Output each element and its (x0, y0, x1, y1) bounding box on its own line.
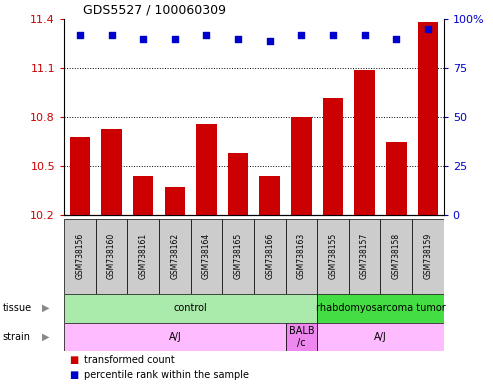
Text: GSM738163: GSM738163 (297, 233, 306, 280)
Bar (96, 219, 127, 294)
Bar (354, 70, 375, 215)
Text: rhabdomyosarcoma tumor: rhabdomyosarcoma tumor (316, 303, 445, 313)
Bar (317, 219, 349, 294)
Point (361, 32, 369, 38)
Text: GDS5527 / 100060309: GDS5527 / 100060309 (83, 3, 226, 17)
Text: A/J: A/J (169, 332, 181, 342)
Bar (259, 176, 280, 215)
Text: GSM738158: GSM738158 (392, 233, 401, 280)
Text: transformed count: transformed count (84, 356, 175, 366)
Point (234, 36, 242, 42)
Bar (317, 294, 444, 323)
Bar (418, 22, 438, 215)
Point (203, 32, 211, 38)
Text: ■: ■ (69, 370, 78, 380)
Point (76, 32, 84, 38)
Bar (133, 176, 153, 215)
Text: ▶: ▶ (41, 332, 49, 342)
Point (139, 36, 147, 42)
Bar (64, 294, 317, 323)
Bar (323, 98, 343, 215)
Point (266, 38, 274, 44)
Bar (127, 219, 159, 294)
Point (392, 36, 400, 42)
Text: strain: strain (2, 332, 31, 342)
Bar (70, 137, 90, 215)
Bar (285, 323, 317, 351)
Bar (64, 219, 96, 294)
Text: GSM738156: GSM738156 (75, 233, 84, 280)
Bar (412, 219, 444, 294)
Text: ▶: ▶ (41, 303, 49, 313)
Point (107, 32, 115, 38)
Point (297, 32, 305, 38)
Bar (64, 323, 285, 351)
Bar (191, 219, 222, 294)
Text: ■: ■ (69, 356, 78, 366)
Text: GSM738165: GSM738165 (234, 233, 243, 280)
Bar (159, 219, 191, 294)
Bar (222, 219, 254, 294)
Bar (196, 124, 217, 215)
Bar (381, 219, 412, 294)
Bar (349, 219, 381, 294)
Text: tissue: tissue (2, 303, 32, 313)
Text: GSM738160: GSM738160 (107, 233, 116, 280)
Text: GSM738155: GSM738155 (328, 233, 338, 280)
Point (329, 32, 337, 38)
Text: GSM738166: GSM738166 (265, 233, 274, 280)
Bar (165, 187, 185, 215)
Bar (228, 153, 248, 215)
Point (424, 26, 432, 32)
Bar (386, 142, 407, 215)
Point (171, 36, 179, 42)
Bar (317, 323, 444, 351)
Text: GSM738157: GSM738157 (360, 233, 369, 280)
Text: GSM738164: GSM738164 (202, 233, 211, 280)
Text: GSM738162: GSM738162 (170, 233, 179, 280)
Text: GSM738161: GSM738161 (139, 233, 148, 280)
Bar (285, 219, 317, 294)
Text: A/J: A/J (374, 332, 387, 342)
Text: GSM738159: GSM738159 (423, 233, 432, 280)
Bar (101, 129, 122, 215)
Text: control: control (174, 303, 208, 313)
Bar (254, 219, 285, 294)
Bar (291, 117, 312, 215)
Text: percentile rank within the sample: percentile rank within the sample (84, 370, 249, 380)
Text: BALB
/c: BALB /c (288, 326, 314, 348)
